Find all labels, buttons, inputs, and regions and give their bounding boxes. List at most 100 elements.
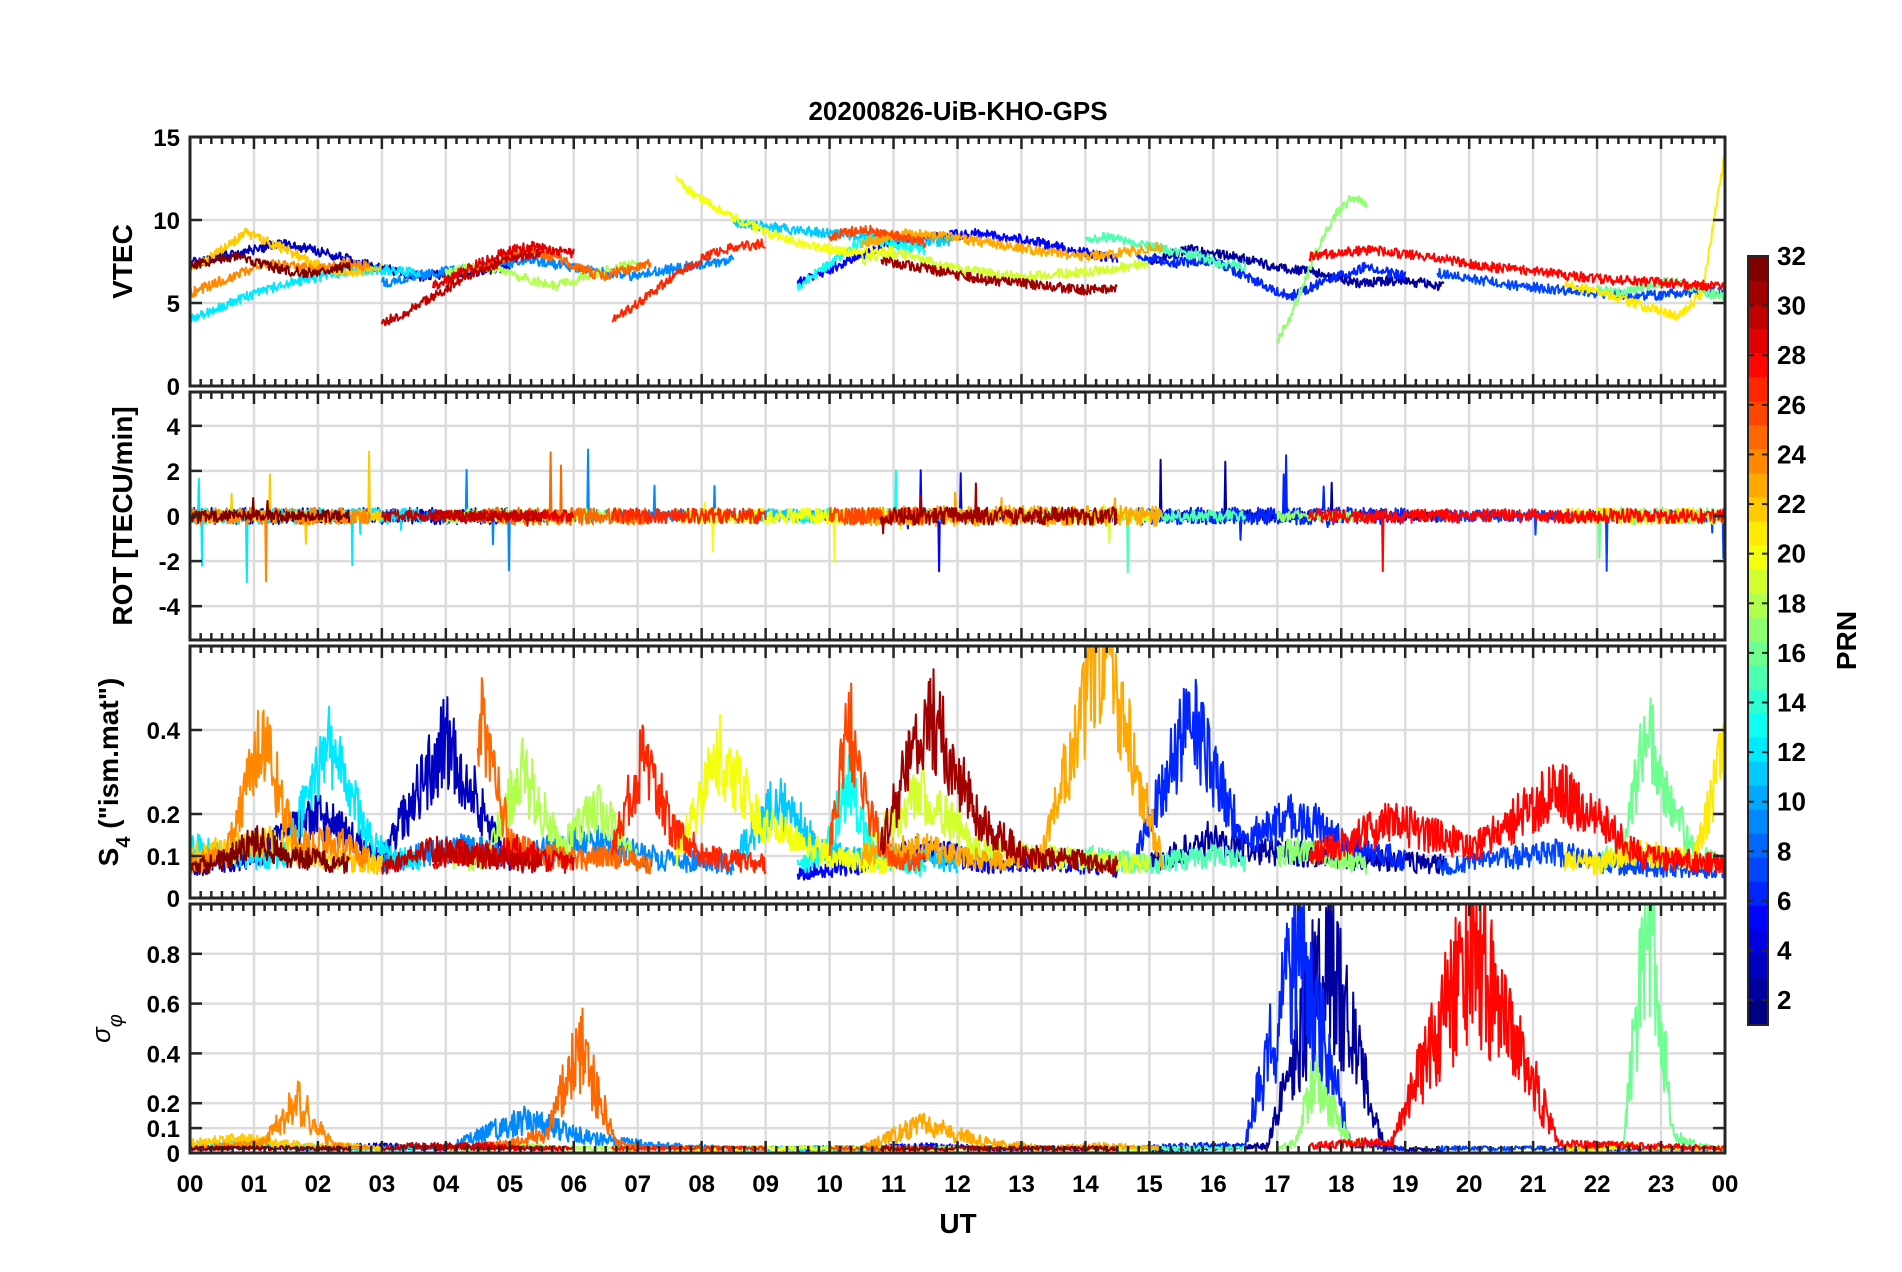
series-line-prn-25 [477, 1007, 652, 1152]
y-tick-label: 0.4 [147, 718, 181, 745]
colorbar-frame [1747, 255, 1769, 1026]
series-group-s4 [190, 646, 1725, 881]
colorbar-tick-label: 22 [1777, 489, 1806, 519]
x-tick-label: 16 [1200, 1171, 1227, 1198]
y-tick-label: 0.8 [147, 942, 180, 969]
x-tick-label: 08 [688, 1171, 715, 1198]
series-line-prn-30 [380, 248, 543, 327]
series-line-prn-23 [861, 228, 1164, 262]
x-tick-label: 13 [1008, 1171, 1035, 1198]
colorbar-tick-label: 12 [1777, 737, 1806, 767]
series-line-prn-25 [476, 677, 652, 875]
grid-sigma [190, 904, 1725, 1153]
colorbar-tick-label: 6 [1777, 886, 1791, 916]
series-line-prn-19 [861, 248, 1151, 283]
colorbar-band [1748, 520, 1768, 546]
colorbar-band [1748, 328, 1768, 353]
series-line-prn-21 [1564, 155, 1725, 321]
y-axis-label-s4: S4 ("ism.mat") [93, 678, 135, 867]
colorbar-band [1748, 808, 1768, 834]
colorbar-tick-label: 16 [1777, 638, 1806, 668]
y-axis-rot: -4 -2 0 2 4 [159, 414, 1725, 621]
x-tick-label: 05 [496, 1171, 523, 1198]
series-line-prn-28 [1308, 904, 1725, 1152]
y-tick-label: 0.2 [147, 802, 180, 829]
colorbar-band [1748, 448, 1768, 474]
series-line-prn-28 [1308, 507, 1725, 573]
x-ticks-sigma [199, 904, 1716, 1153]
y-tick-label: 0 [167, 1141, 180, 1168]
series-group-rot [190, 448, 1725, 584]
colorbar-band [1748, 400, 1768, 426]
series-line-prn-31 [880, 256, 1118, 296]
colorbar-band [1748, 952, 1768, 978]
colorbar-tick-label: 2 [1777, 985, 1791, 1015]
y-tick-label: 2 [167, 459, 180, 486]
series-line-prn-27 [611, 238, 766, 323]
series-line-prn-29 [432, 240, 575, 290]
x-tick-label: 04 [432, 1171, 459, 1198]
series-line-prn-6 [1135, 678, 1407, 872]
colorbar-band [1748, 544, 1768, 570]
y-label-sub: φ [105, 1014, 127, 1027]
y-tick-label: 0.1 [147, 1116, 180, 1143]
series-line-prn-26 [828, 682, 927, 872]
y-axis-s4: 0 0.1 0.2 0.4 [147, 718, 1725, 913]
colorbar-band [1748, 496, 1768, 522]
colorbar-band [1748, 664, 1768, 690]
series-line-prn-9 [380, 254, 735, 288]
colorbar-band [1748, 256, 1768, 281]
colorbar-tick-label: 32 [1777, 241, 1806, 271]
panel-vtec: 0 5 10 15 VTEC [107, 125, 1727, 401]
x-ticks-vtec [199, 137, 1716, 386]
series-line-prn-32 [190, 825, 351, 876]
y-tick-label: 15 [153, 125, 180, 152]
colorbar-band [1748, 352, 1768, 377]
y-tick-label: 0.2 [147, 1091, 180, 1118]
y-label-main: S [93, 848, 124, 867]
colorbar-band [1748, 880, 1768, 906]
series-line-prn-32 [190, 1145, 351, 1152]
colorbar-tick-label: 30 [1777, 291, 1806, 321]
series-line-prn-30 [381, 1141, 543, 1152]
x-tick-label: 14 [1072, 1171, 1099, 1198]
series-group-vtec [190, 155, 1725, 345]
colorbar-band [1748, 280, 1768, 305]
y-tick-label: 0.1 [147, 844, 180, 871]
colorbar-band [1748, 472, 1768, 498]
y-tick-label: 0 [167, 374, 180, 401]
x-tick-label: 21 [1520, 1171, 1547, 1198]
x-ticks-s4 [199, 646, 1716, 898]
colorbar-band [1748, 592, 1768, 618]
colorbar-tick-label: 18 [1777, 588, 1806, 618]
y-tick-label: 0 [167, 886, 180, 913]
series-line-prn-23 [860, 1112, 1163, 1152]
x-tick-label: 17 [1264, 1171, 1291, 1198]
series-line-prn-6 [1136, 253, 1407, 301]
x-tick-label: 22 [1584, 1171, 1611, 1198]
colorbar-label: PRN [1831, 611, 1862, 670]
colorbar-band [1748, 736, 1768, 762]
x-tick-label: 01 [241, 1171, 268, 1198]
series-line-prn-20 [675, 175, 895, 258]
colorbar-tick-label: 10 [1777, 787, 1806, 817]
colorbar-tick-label: 4 [1777, 936, 1792, 966]
series-line-prn-32 [190, 497, 351, 523]
y-axis-label-sigma: σφ [86, 1014, 127, 1043]
y-axis-sigma: 00.10.2 0.4 0.6 0.8 [147, 942, 1725, 1168]
series-line-prn-31 [879, 482, 1118, 535]
y-tick-label: -2 [159, 549, 180, 576]
x-tick-label: 18 [1328, 1171, 1355, 1198]
colorbar-tick-label: 24 [1777, 439, 1806, 469]
series-line-prn-32 [190, 252, 351, 279]
series-line-prn-27 [611, 724, 767, 875]
series-line-prn-31 [879, 668, 1119, 875]
colorbar-tick-label: 26 [1777, 390, 1806, 420]
series-line-prn-28 [1308, 245, 1725, 291]
series-line-prn-30 [380, 509, 543, 527]
colorbar-band [1748, 376, 1768, 401]
colorbar-tick-label: 8 [1777, 836, 1791, 866]
colorbar-band [1748, 712, 1768, 738]
